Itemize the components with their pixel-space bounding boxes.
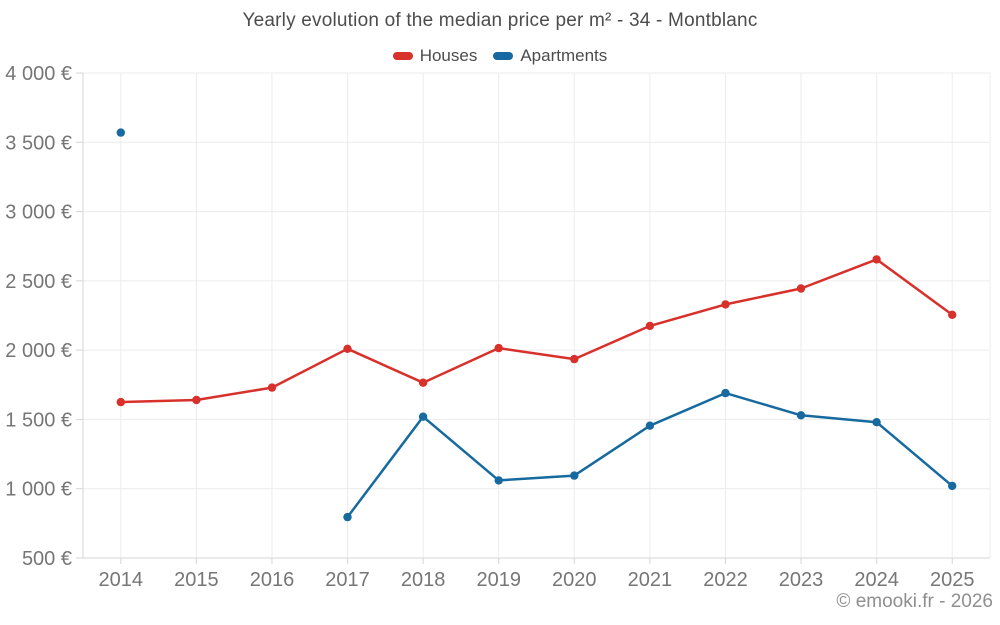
x-tick-label: 2024 <box>854 569 899 591</box>
houses-point-2021[interactable] <box>645 321 655 331</box>
houses-point-2017[interactable] <box>343 344 352 353</box>
y-tick-label: 4 000 € <box>5 63 72 85</box>
houses-point-2020[interactable] <box>570 354 579 364</box>
x-tick-label: 2019 <box>476 569 521 591</box>
y-tick-label: 1 000 € <box>5 479 72 501</box>
x-tick-label: 2014 <box>99 569 144 591</box>
houses-point-2015[interactable] <box>192 395 201 405</box>
x-tick-label: 2017 <box>325 569 370 591</box>
y-tick-label: 3 000 € <box>5 202 72 224</box>
x-tick-label: 2022 <box>703 569 748 591</box>
houses-point-2014[interactable] <box>116 397 126 407</box>
legend-item-apartments[interactable]: Apartments <box>493 46 607 66</box>
chart-title: Yearly evolution of the median price per… <box>242 10 758 31</box>
houses-legend-swatch-icon <box>392 52 413 60</box>
houses-legend-label: Houses <box>419 46 478 65</box>
x-tick-label: 2023 <box>779 569 824 591</box>
houses-point-2023[interactable] <box>796 284 806 293</box>
houses-point-2016[interactable] <box>267 383 277 392</box>
apartments-legend-label: Apartments <box>520 46 608 65</box>
legend: Houses Apartments <box>0 44 1000 68</box>
apartments-point-2018[interactable] <box>418 412 428 421</box>
houses-point-2024[interactable] <box>872 255 881 264</box>
apartments-point-2014[interactable] <box>116 128 126 137</box>
apartments-point-2020[interactable] <box>570 471 579 480</box>
apartments-point-2021[interactable] <box>645 421 655 430</box>
x-tick-label: 2016 <box>250 569 295 591</box>
apartments-point-2022[interactable] <box>721 388 730 398</box>
y-tick-label: 1 500 € <box>5 409 72 431</box>
y-tick-label: 2 000 € <box>5 340 72 362</box>
x-tick-label: 2015 <box>174 569 219 591</box>
apartments-point-2019[interactable] <box>494 476 503 485</box>
x-tick-label: 2021 <box>628 569 673 591</box>
x-tick-label: 2018 <box>401 569 446 591</box>
apartments-point-2017[interactable] <box>343 512 352 522</box>
legend-item-houses[interactable]: Houses <box>392 46 478 66</box>
x-tick-label: 2025 <box>930 569 975 591</box>
copyright-footer: © emooki.fr - 2026 <box>836 591 993 612</box>
y-tick-label: 500 € <box>22 548 72 570</box>
y-tick-label: 2 500 € <box>5 271 72 293</box>
houses-point-2019[interactable] <box>494 343 503 353</box>
apartments-point-2023[interactable] <box>796 411 806 420</box>
houses-point-2018[interactable] <box>418 378 428 387</box>
houses-point-2025[interactable] <box>948 310 957 319</box>
apartments-point-2024[interactable] <box>872 418 881 427</box>
y-tick-label: 3 500 € <box>5 132 72 154</box>
houses-series-line <box>119 258 954 404</box>
apartments-legend-swatch-icon <box>493 52 514 60</box>
x-tick-label: 2020 <box>552 569 597 591</box>
houses-point-2022[interactable] <box>721 300 730 309</box>
apartments-point-2025[interactable] <box>948 481 957 491</box>
